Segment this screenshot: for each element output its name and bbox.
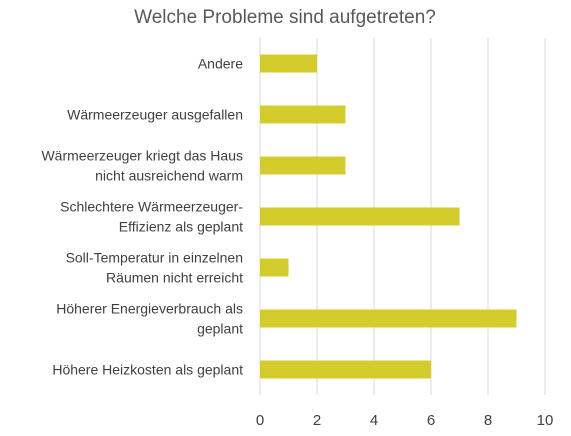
category-label: geplant	[197, 321, 243, 337]
bar	[260, 258, 289, 277]
chart-title: Welche Probleme sind aufgetreten?	[134, 7, 436, 28]
bar	[260, 309, 517, 328]
bar	[260, 54, 317, 73]
category-labels: Andere Wärmeerzeuger ausgefallen Wärmeerze…	[41, 56, 243, 378]
category-label: Soll-Temperatur in einzelnen	[66, 250, 243, 266]
category-label: nicht ausreichend warm	[95, 168, 243, 184]
bars	[260, 54, 517, 379]
category-label: Effizienz als geplant	[119, 219, 243, 235]
x-tick-label: 2	[313, 412, 321, 429]
x-tick-label: 4	[370, 412, 378, 429]
category-label: Höherer Energieverbrauch als	[56, 301, 243, 317]
bar	[260, 105, 346, 124]
bar	[260, 156, 346, 175]
category-label: Wärmeerzeuger kriegt das Haus	[41, 148, 243, 164]
category-label: Wärmeerzeuger ausgefallen	[67, 107, 243, 123]
bar	[260, 360, 431, 379]
category-label: Andere	[198, 56, 243, 72]
x-tick-label: 0	[256, 412, 264, 429]
x-axis-ticks: 0 2 4 6 8 10	[256, 412, 554, 429]
x-tick-label: 8	[484, 412, 492, 429]
x-tick-label: 10	[537, 412, 554, 429]
category-label: Höhere Heizkosten als geplant	[52, 362, 243, 378]
category-label: Räumen nicht erreicht	[106, 270, 243, 286]
x-tick-label: 6	[427, 412, 435, 429]
category-label: Schlechtere Wärmeerzeuger-	[60, 199, 243, 215]
bar	[260, 207, 460, 226]
